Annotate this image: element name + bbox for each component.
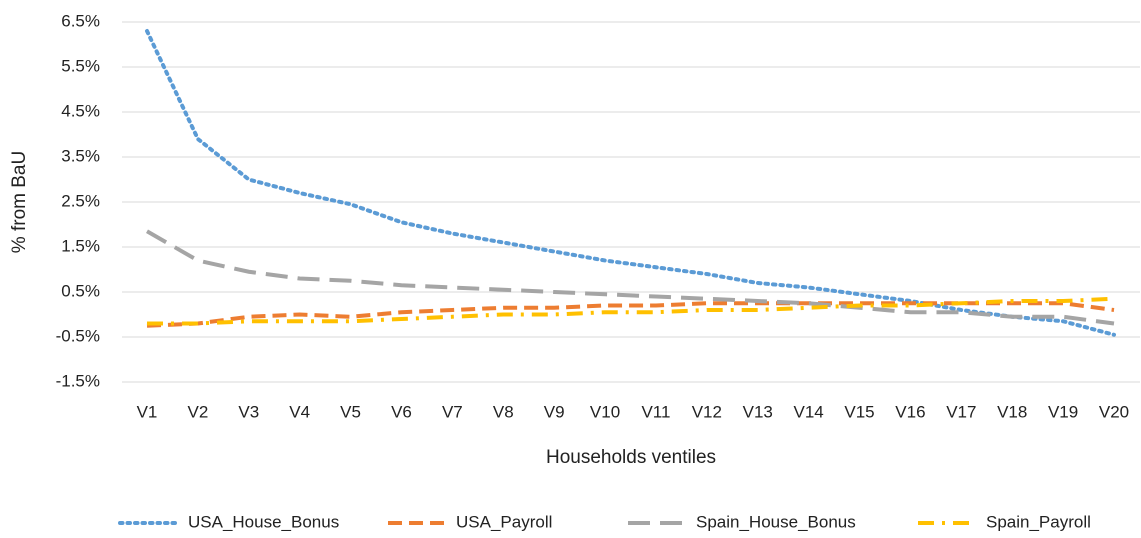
y-tick-label: -0.5% [56,326,100,345]
x-tick-label: V6 [391,402,412,421]
y-tick-label: -1.5% [56,371,100,390]
x-tick-label: V4 [289,402,310,421]
x-tick-label: V13 [743,402,773,421]
x-tick-label: V19 [1048,402,1078,421]
x-tick-label: V5 [340,402,361,421]
legend-label: Spain_House_Bonus [696,512,856,531]
x-axis-label: Households ventiles [546,447,716,468]
x-tick-label: V7 [442,402,463,421]
y-tick-label: 1.5% [61,236,100,255]
x-tick-label: V15 [844,402,874,421]
legend-label: USA_Payroll [456,512,552,531]
x-tick-label: V16 [895,402,925,421]
legend-label: Spain_Payroll [986,512,1091,531]
x-tick-label: V11 [641,402,670,421]
x-tick-label: V8 [493,402,514,421]
x-tick-label: V14 [794,402,824,421]
y-tick-label: 5.5% [61,56,100,75]
x-tick-label: V3 [238,402,259,421]
y-tick-label: 2.5% [61,191,100,210]
legend-label: USA_House_Bonus [188,512,339,531]
y-axis-label: % from BaU [9,151,30,253]
y-tick-label: 3.5% [61,146,100,165]
x-tick-label: V2 [187,402,208,421]
x-tick-label: V12 [692,402,722,421]
x-tick-label: V18 [997,402,1027,421]
series-line [145,29,1116,337]
x-tick-label: V10 [590,402,620,421]
x-tick-label: V9 [544,402,565,421]
y-tick-label: 4.5% [61,101,100,120]
x-tick-label: V17 [946,402,976,421]
y-tick-label: 6.5% [61,11,100,30]
series-line [147,296,1115,326]
x-tick-label: V1 [137,402,158,421]
x-tick-label: V20 [1099,402,1129,421]
series-line [146,229,1115,326]
y-tick-label: 0.5% [61,281,100,300]
